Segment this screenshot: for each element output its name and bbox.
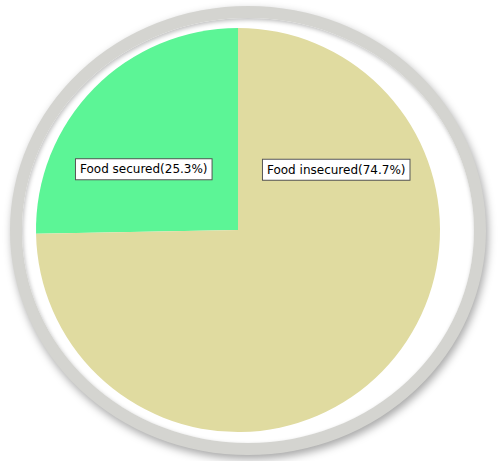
svg-text:Food secured(25.3%): Food secured(25.3%) <box>80 162 208 176</box>
svg-text:Food insecured(74.7%): Food insecured(74.7%) <box>267 163 406 177</box>
